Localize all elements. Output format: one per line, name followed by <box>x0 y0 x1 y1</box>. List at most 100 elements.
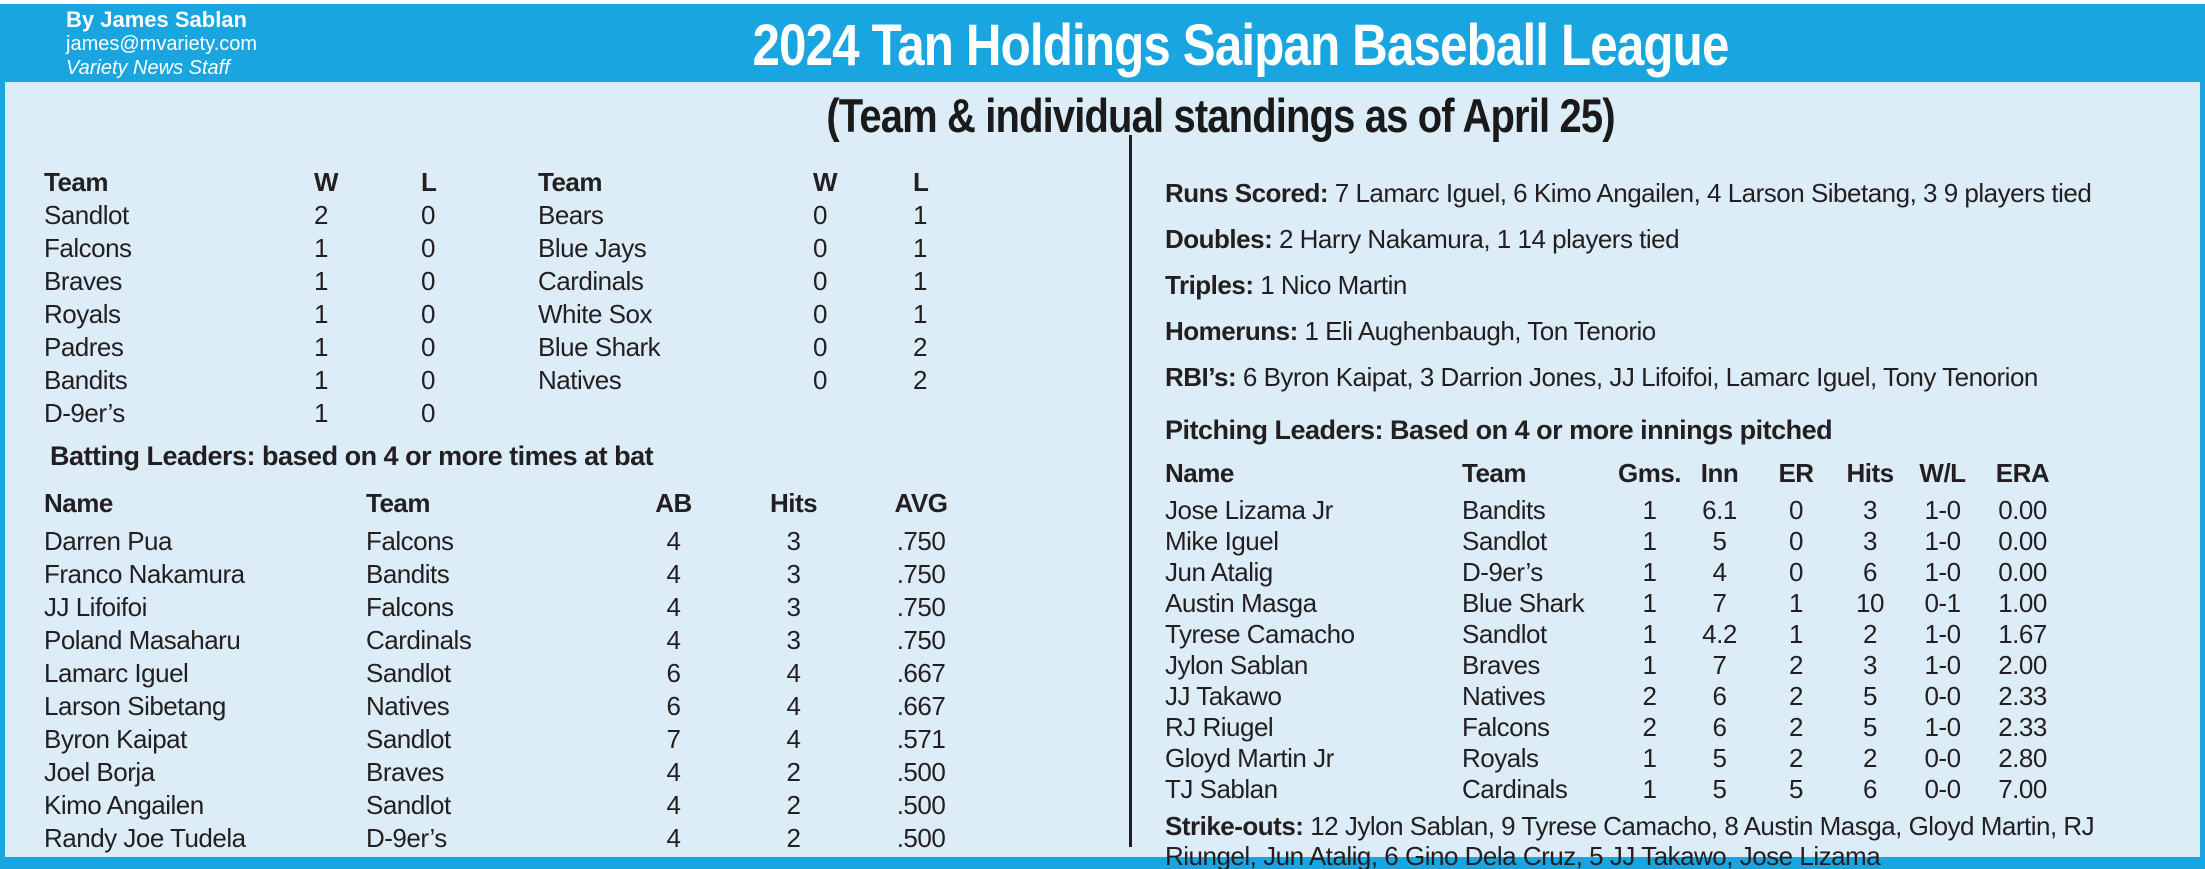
team-losses: 1 <box>913 266 927 296</box>
player-team: Sandlot <box>366 658 451 688</box>
team-standings: Team W L Sandlot 2 0 <box>44 166 1094 432</box>
player-name: Joel Borja <box>44 757 155 787</box>
pitcher-er: 2 <box>1789 681 1803 711</box>
pitcher-era: 0.00 <box>1998 557 2047 587</box>
standings-row: Padres 1 0 <box>44 331 501 364</box>
top-edge-line <box>0 0 2205 4</box>
standings-table-a: Team W L Sandlot 2 0 <box>44 166 501 430</box>
column-header-innings: Inn <box>1700 457 1739 488</box>
byline-author: By James Sablan <box>66 7 247 32</box>
team-wins: 0 <box>813 266 827 296</box>
player-ab: 6 <box>666 691 681 721</box>
pitcher-hits: 10 <box>1856 588 1884 618</box>
stat-label: Doubles: <box>1165 224 1273 254</box>
column-header-games: Gms. <box>1617 457 1682 488</box>
right-column: Runs Scored: 7 Lamarc Iguel, 6 Kimo Anga… <box>1165 166 2185 869</box>
player-avg: .500 <box>896 757 946 787</box>
player-name: Darren Pua <box>44 526 172 556</box>
pitcher-hits: 3 <box>1863 526 1877 556</box>
team-name: Blue Jays <box>538 233 647 263</box>
team-losses: 0 <box>421 200 435 230</box>
pitcher-innings: 6.1 <box>1702 495 1737 525</box>
pitcher-name: JJ Takawo <box>1165 681 1282 711</box>
column-header-losses: L <box>913 167 929 197</box>
pitcher-games: 1 <box>1642 774 1657 804</box>
team-name: Padres <box>44 332 124 362</box>
batting-row: Byron Kaipat Sandlot 7 4 .571 <box>44 723 976 756</box>
pitcher-name: Jylon Sablan <box>1165 650 1308 680</box>
player-hits: 2 <box>786 790 801 820</box>
team-losses: 0 <box>421 266 435 296</box>
team-name: Sandlot <box>44 200 129 230</box>
batting-row: Randy Joe Tudela D-9er’s 4 2 .500 <box>44 822 976 855</box>
player-avg: .667 <box>896 691 946 721</box>
pitcher-name: Gloyd Martin Jr <box>1165 743 1334 773</box>
player-hits: 3 <box>786 592 801 622</box>
pitcher-hits: 2 <box>1863 619 1877 649</box>
column-header-team: Team <box>1462 457 1527 488</box>
stat-line: Runs Scored: 7 Lamarc Iguel, 6 Kimo Anga… <box>1165 170 2185 216</box>
stat-value: 2 Harry Nakamura, 1 14 players tied <box>1272 224 1680 254</box>
player-ab: 4 <box>666 790 681 820</box>
pitcher-wl: 0-0 <box>1924 743 1961 773</box>
standings-header-row: Team W L <box>538 166 993 199</box>
team-name: Braves <box>44 266 122 296</box>
pitching-row: Jose Lizama Jr Bandits 1 6.1 0 3 1-0 0.0… <box>1165 495 2065 526</box>
pitcher-games: 1 <box>1642 650 1657 680</box>
standings-row: Braves 1 0 <box>44 265 501 298</box>
pitcher-era: 0.00 <box>1998 495 2047 525</box>
player-avg: .500 <box>896 790 946 820</box>
team-losses: 2 <box>913 332 927 362</box>
pitcher-er: 1 <box>1789 619 1803 649</box>
batting-row: Franco Nakamura Bandits 4 3 .750 <box>44 558 976 591</box>
pitcher-games: 1 <box>1642 526 1657 556</box>
player-hits: 3 <box>786 625 801 655</box>
player-team: Sandlot <box>366 724 451 754</box>
batting-leaders-table: Name Team AB Hits AVG Darren Pua Falcons… <box>44 481 976 855</box>
standings-row: Bandits 1 0 <box>44 364 501 397</box>
pitcher-innings: 5 <box>1712 526 1727 556</box>
pitcher-games: 2 <box>1642 681 1657 711</box>
pitcher-games: 1 <box>1642 743 1657 773</box>
pitcher-team: Falcons <box>1462 712 1550 742</box>
pitcher-hits: 3 <box>1863 650 1877 680</box>
column-header-team: Team <box>44 167 109 197</box>
batting-leaders-heading: Batting Leaders: based on 4 or more time… <box>50 441 654 471</box>
pitcher-team: Sandlot <box>1462 619 1547 649</box>
pitcher-er: 5 <box>1789 774 1803 804</box>
pitcher-er: 1 <box>1789 588 1803 618</box>
player-name: Franco Nakamura <box>44 559 245 589</box>
team-name: White Sox <box>538 299 653 329</box>
byline-email: james@mvariety.com <box>66 33 258 55</box>
player-hits: 4 <box>786 658 801 688</box>
pitcher-era: 1.00 <box>1998 588 2047 618</box>
standings-table-b: Team W L Bears 0 1 <box>538 166 993 397</box>
player-name: Poland Masaharu <box>44 625 241 655</box>
pitcher-era: 7.00 <box>1998 774 2047 804</box>
pitcher-er: 2 <box>1789 743 1803 773</box>
pitcher-name: Tyrese Camacho <box>1165 619 1355 649</box>
player-name: Larson Sibetang <box>44 691 226 721</box>
pitcher-innings: 7 <box>1712 650 1727 680</box>
player-name: Byron Kaipat <box>44 724 187 754</box>
player-team: Cardinals <box>366 625 472 655</box>
column-header-hits: Hits <box>769 487 818 518</box>
pitcher-name: Mike Iguel <box>1165 526 1279 556</box>
team-name: Royals <box>44 299 121 329</box>
team-name: D-9er’s <box>44 398 125 428</box>
pitcher-team: Natives <box>1462 681 1546 711</box>
pitcher-innings: 6 <box>1712 712 1727 742</box>
pitcher-wl: 1-0 <box>1924 495 1961 525</box>
page-title: 2024 Tan Holdings Saipan Baseball League <box>752 13 1729 78</box>
pitcher-er: 0 <box>1789 557 1803 587</box>
batting-row: Poland Masaharu Cardinals 4 3 .750 <box>44 624 976 657</box>
byline-organization: Variety News Staff <box>66 57 230 79</box>
stat-line: Homeruns: 1 Eli Aughenbaugh, Ton Tenorio <box>1165 308 2185 354</box>
player-name: Kimo Angailen <box>44 790 204 820</box>
batting-row: Lamarc Iguel Sandlot 6 4 .667 <box>44 657 976 690</box>
column-header-name: Name <box>44 487 113 518</box>
team-wins: 0 <box>813 332 827 362</box>
batting-row: Darren Pua Falcons 4 3 .750 <box>44 525 976 558</box>
pitcher-team: Bandits <box>1462 495 1546 525</box>
